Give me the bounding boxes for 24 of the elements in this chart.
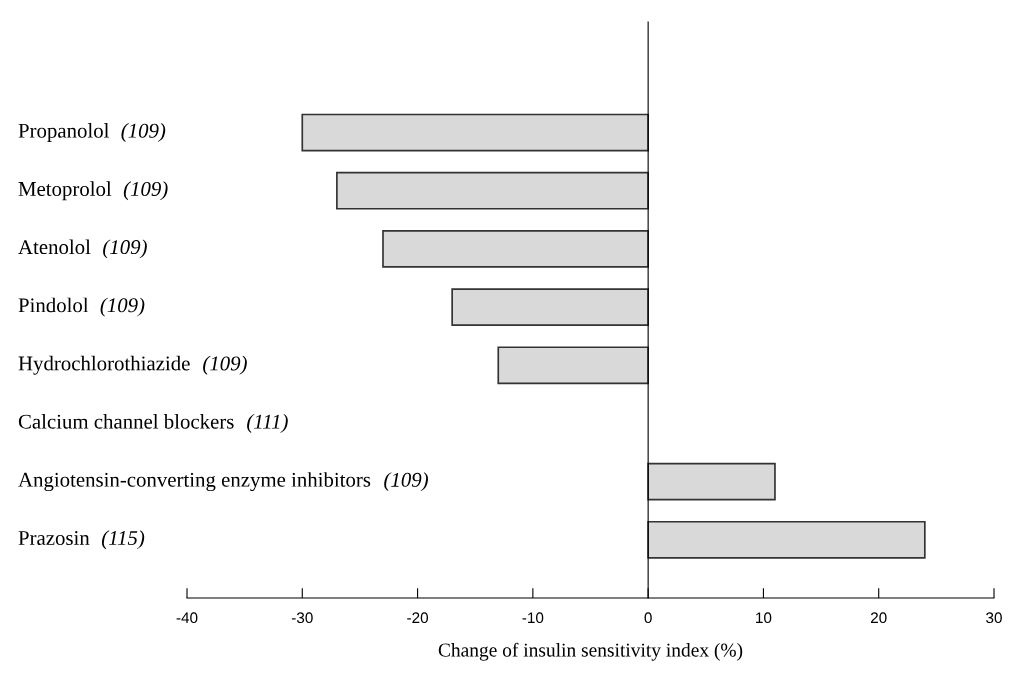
y-tick-label: Propanolol (109): [18, 123, 166, 142]
x-tick-label: -10: [522, 612, 544, 624]
x-tick-label: 30: [986, 612, 1002, 624]
bar: [382, 230, 649, 268]
x-tick-label: 20: [870, 612, 887, 624]
bar: [647, 462, 776, 501]
bar: [301, 113, 649, 152]
x-tick-label: 10: [756, 612, 772, 624]
x-tick-label: -40: [176, 612, 198, 624]
x-tick-label: -20: [407, 612, 429, 624]
bar: [647, 520, 926, 559]
x-tick-label: 0: [644, 612, 652, 624]
bar: [451, 288, 649, 326]
x-axis-title: Change of insulin sensitivity index (%): [438, 642, 743, 661]
y-tick-label: Pindolol (109): [18, 297, 145, 317]
bar: [497, 346, 649, 385]
y-tick-label: Angiotensin-converting enzyme inhibitors (109): [18, 472, 428, 492]
y-tick-label: Hydrochlorothiazide (109): [18, 355, 247, 375]
bar: [336, 171, 649, 210]
y-tick-label: Prazosin (115): [18, 530, 145, 550]
y-tick-label: Metoprolol (109): [18, 181, 168, 201]
x-tick-label: -30: [291, 612, 313, 624]
y-tick-label: Atenolol (109): [18, 239, 147, 259]
y-tick-label: Calcium channel blockers (111): [18, 414, 288, 433]
